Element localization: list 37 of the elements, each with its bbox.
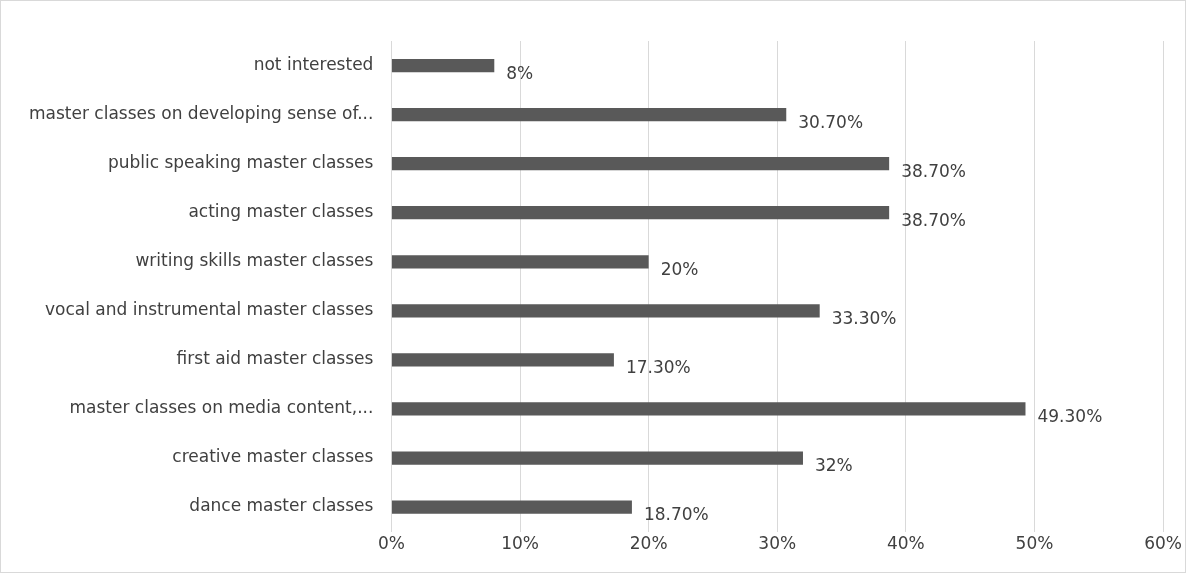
x-tick-label: 40% (886, 533, 925, 554)
data-label: 38.70% (901, 161, 966, 182)
y-tick-label: acting master classes (188, 201, 374, 222)
data-label: 32% (814, 455, 853, 476)
bar (391, 402, 1026, 416)
bar (391, 58, 495, 73)
y-tick-label: first aid master classes (176, 348, 374, 369)
bar (391, 500, 632, 514)
data-label: 33.30% (831, 308, 897, 329)
x-tick-label: 20% (629, 533, 668, 554)
y-tick-label: not interested (253, 53, 374, 74)
bar (391, 255, 649, 269)
bar (391, 304, 820, 318)
data-label: 38.70% (901, 210, 966, 231)
y-tick-label: writing skills master classes (135, 250, 374, 271)
bar (391, 157, 890, 171)
data-label: 20% (660, 259, 699, 280)
x-tick-label: 10% (501, 533, 539, 554)
data-label: 49.30% (1037, 406, 1103, 427)
data-label: 30.70% (798, 112, 864, 133)
y-tick-label: creative master classes (172, 446, 374, 467)
bar (391, 206, 890, 220)
bar (391, 107, 787, 122)
data-label: 8% (506, 62, 534, 83)
x-tick-label: 60% (1144, 533, 1183, 554)
bar (391, 353, 614, 367)
bar (391, 451, 803, 465)
y-tick-label: vocal and instrumental master classes (44, 299, 374, 320)
x-tick-label: 30% (758, 533, 797, 554)
y-tick-label: dance master classes (189, 495, 374, 516)
y-tick-label: master classes on developing sense of... (28, 103, 374, 124)
data-label: 17.30% (625, 357, 691, 378)
x-tick-label: 50% (1015, 533, 1054, 554)
y-tick-label: master classes on media content,... (69, 397, 374, 418)
data-label: 18.70% (643, 504, 709, 525)
x-tick-label: 0% (377, 533, 405, 554)
y-tick-label: public speaking master classes (107, 152, 374, 173)
